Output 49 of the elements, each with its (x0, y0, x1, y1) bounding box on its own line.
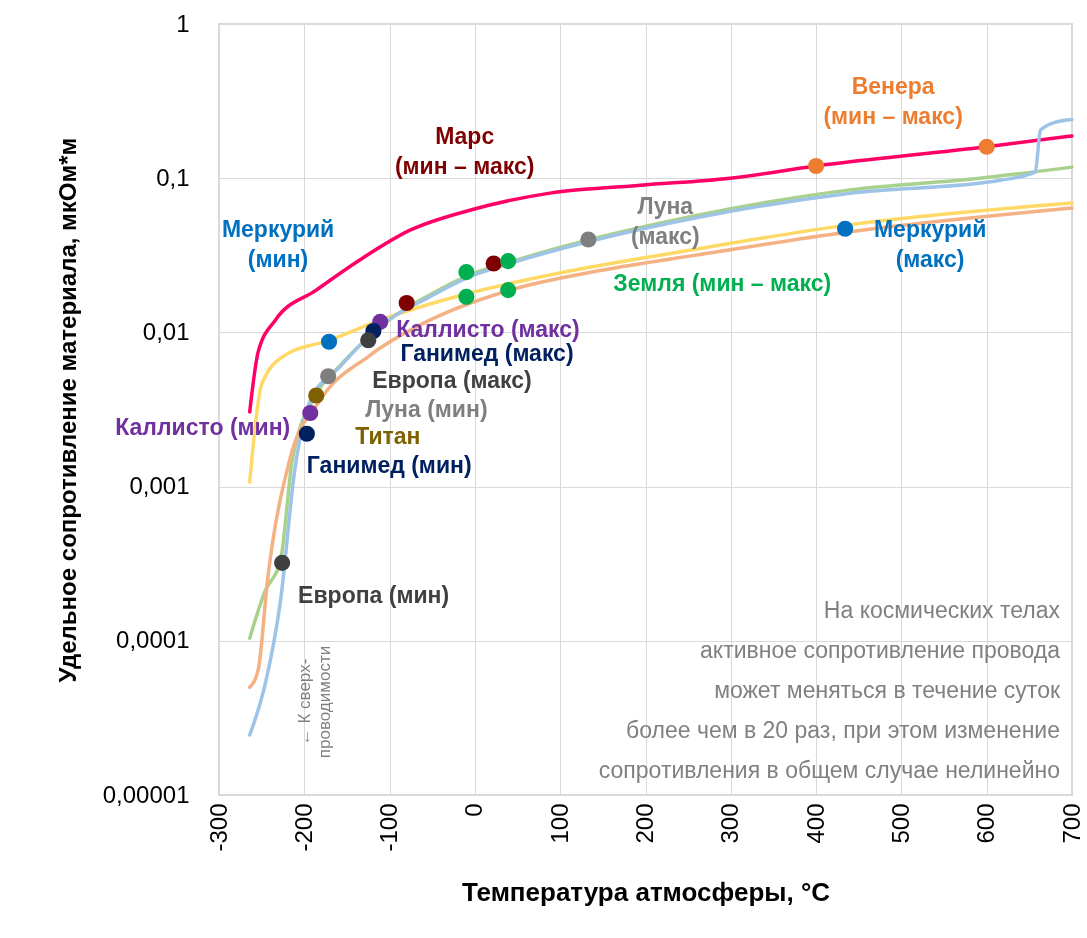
x-tick-label: 500 (886, 803, 914, 844)
point (978, 138, 995, 155)
y-tick-label: 1 (176, 9, 190, 37)
series-label: Меркурий (макс) (873, 215, 987, 272)
point (274, 554, 291, 571)
x-tick-label: 200 (631, 803, 658, 844)
x-axis-title: Температура атмосферы, °C (461, 876, 831, 907)
x-tick-label: 400 (801, 803, 829, 844)
x-tick-label: -200 (289, 803, 317, 852)
text: Марс (мин – макс) (394, 123, 535, 180)
series-label: Европа (мин) (298, 581, 450, 608)
y-axis-title: Удельное сопротивление материала, мкОм*м (53, 137, 81, 683)
y-tick-label: 0,001 (129, 472, 190, 500)
point (360, 332, 377, 349)
series-label: Венера (мин – макс) (823, 72, 963, 129)
point (320, 333, 338, 350)
series-label: Ганимед (мин) (306, 451, 472, 478)
x-tick-label: 700 (1057, 803, 1085, 844)
point (320, 368, 337, 385)
x-tick-label: 300 (716, 803, 744, 844)
x-tick-label: 100 (545, 803, 573, 844)
y-tick-label: 0,0001 (116, 626, 190, 654)
x-tick-label: -300 (204, 803, 232, 852)
y-tick-label: 0,1 (156, 163, 190, 191)
text: Меркурий (мин) (221, 215, 335, 272)
x-tick-label: -100 (375, 803, 403, 852)
x-tick-label: 0 (460, 803, 488, 817)
series-label: Луна (мин) (365, 396, 488, 423)
x-tick-label: 600 (972, 803, 1000, 844)
point (308, 387, 325, 404)
point (580, 231, 597, 248)
y-tick-label: 0,01 (142, 317, 190, 345)
point (500, 282, 517, 299)
point (302, 404, 319, 422)
point (458, 264, 475, 281)
series-label: Европа (макс) (372, 367, 532, 394)
point (485, 255, 502, 272)
annotation: На космических телах активное сопротивление провода может меняться в течение суток более чем в 20 раз, при этом изменение сопротивления в общем случае нелинейно (598, 597, 1061, 783)
point (837, 220, 854, 237)
point (458, 288, 475, 305)
point (808, 157, 825, 175)
point (298, 425, 315, 442)
point (398, 295, 415, 312)
text: Земля (мин – макс) (613, 270, 832, 297)
y-tick-label: 0,00001 (102, 780, 190, 808)
series-label: Титан (355, 423, 421, 450)
annotation: ← К сверх- проводимости (295, 645, 334, 759)
series-label: Луна (макс) (630, 192, 700, 249)
point (500, 253, 517, 270)
